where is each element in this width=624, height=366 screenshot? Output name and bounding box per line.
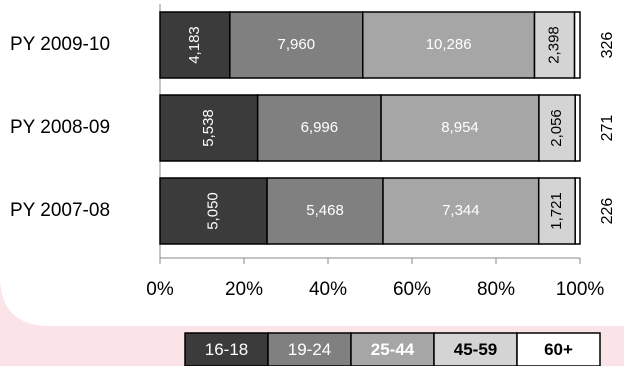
legend-label: 60+ — [544, 340, 573, 359]
legend-swatch — [184, 332, 269, 366]
bar-segment — [538, 94, 576, 162]
category-label: PY 2008-09 — [10, 117, 110, 138]
value-label: 6,996 — [301, 119, 339, 136]
category-label: PY 2009-10 — [10, 34, 110, 55]
value-label: 326 — [599, 32, 616, 59]
value-label: 271 — [599, 115, 616, 142]
x-tick-label: 100% — [556, 279, 605, 300]
value-label: 2,398 — [546, 26, 563, 64]
value-label: 7,344 — [442, 202, 480, 219]
x-tick-label: 0% — [146, 279, 174, 300]
value-label: 1,721 — [548, 192, 565, 230]
legend-label: 16-18 — [205, 340, 248, 359]
x-tick-label: 20% — [225, 279, 263, 300]
bar-segment — [159, 11, 231, 79]
bar-segment — [574, 94, 581, 162]
bar-segment — [382, 177, 540, 245]
category-label: PY 2007-08 — [10, 200, 110, 221]
bar-segment — [574, 177, 581, 245]
value-label: 5,468 — [306, 202, 344, 219]
bar-segment — [380, 94, 540, 162]
value-label: 226 — [599, 198, 616, 225]
value-label: 5,538 — [200, 109, 217, 147]
bar-segment — [159, 177, 268, 245]
x-tick-label: 60% — [393, 279, 431, 300]
value-label: 2,056 — [548, 109, 565, 147]
bar-segment — [573, 11, 581, 79]
value-label: 8,954 — [441, 119, 479, 136]
x-tick-label: 80% — [477, 279, 515, 300]
legend-label: 25-44 — [371, 340, 415, 359]
value-label: 10,286 — [426, 36, 472, 53]
legend-label: 45-59 — [454, 340, 497, 359]
legend-label: 19-24 — [288, 340, 331, 359]
bar-segment — [537, 177, 576, 245]
legend-swatch — [516, 332, 601, 366]
value-label: 7,960 — [278, 36, 316, 53]
x-tick-label: 40% — [309, 279, 347, 300]
value-label: 5,050 — [205, 192, 222, 230]
legend-swatch — [267, 332, 352, 366]
value-label: 4,183 — [186, 26, 203, 64]
